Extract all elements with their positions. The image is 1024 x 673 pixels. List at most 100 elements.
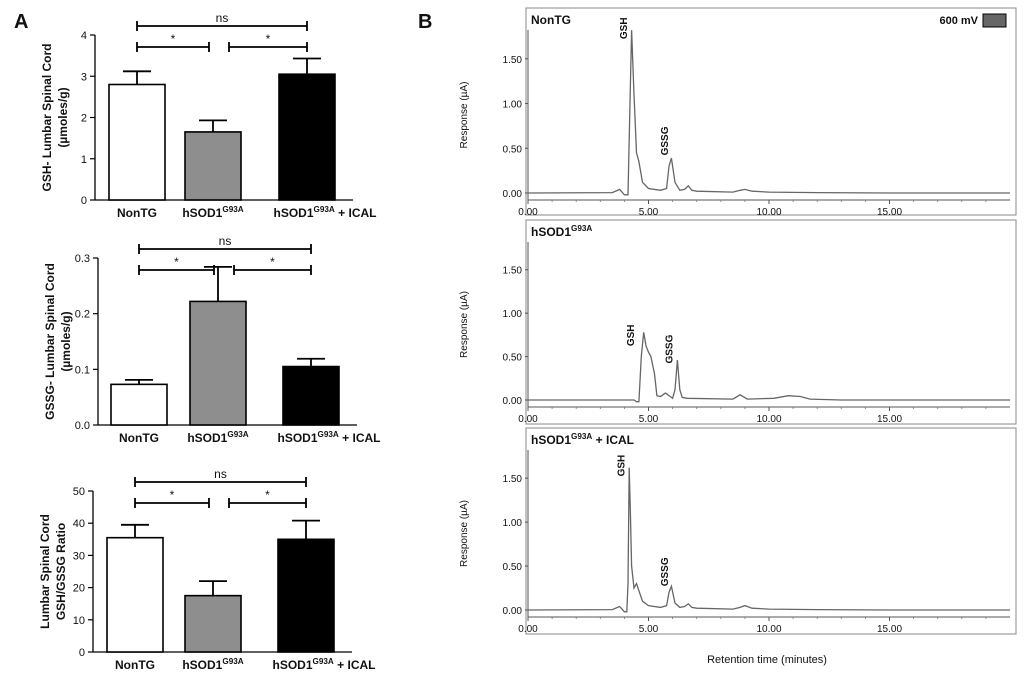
significance-label: ns	[216, 11, 229, 25]
y-axis-label: Response (µA)	[459, 500, 470, 567]
category-label: hSOD1G93A	[182, 205, 243, 220]
peak-label-text: GSSG	[660, 557, 671, 586]
significance-label: *	[265, 488, 270, 502]
x-tick-label: 15.00	[877, 624, 902, 635]
significance-label: *	[174, 255, 179, 269]
chromatogram-frame	[525, 7, 1017, 216]
chromatogram-title: hSOD1G93A + ICAL	[531, 432, 634, 447]
panel-label-a: A	[14, 11, 28, 33]
x-tick-label: 0.00	[518, 414, 538, 425]
x-tick-label: 5.00	[639, 414, 659, 425]
y-axis-label: GSH- Lumbar Spinal Cord (µmoles/g)	[40, 43, 70, 191]
y-tick-label: 2	[81, 113, 87, 125]
y-axis-label: Response (µA)	[459, 291, 470, 358]
y-tick-label: 1.00	[503, 309, 523, 320]
y-label-line: (µmoles/g)	[56, 87, 70, 147]
bar	[108, 83, 166, 201]
chromatogram-frame	[525, 427, 1017, 635]
y-tick-label: 0.50	[503, 353, 523, 364]
y-tick-label: 0.50	[503, 144, 523, 155]
y-axis-label: Lumbar Spinal Cord GSH/GSSG Ratio	[38, 514, 68, 629]
peak-label: GSH	[626, 324, 637, 346]
bar-chart-3: 0 10 20 30 40 50 Lumbar Spinal Cord GSH/GSSG Ra…	[38, 467, 376, 672]
peak-label: GSSG	[660, 126, 671, 155]
trace-line	[528, 332, 1010, 403]
x-tick-label: 10.00	[756, 414, 781, 425]
category-label: NonTG	[119, 431, 159, 445]
chromatogram-1: 0.00 5.00 10.00 15.00 0.00 0.50 1.00 1.50 Respon…	[459, 7, 1017, 218]
peak-label-text: GSH	[619, 17, 630, 39]
y-tick-label: 0.50	[503, 562, 523, 573]
y-tick-label: 1.50	[503, 474, 523, 485]
y-label-line: GSH/GSSG Ratio	[54, 523, 68, 620]
bar	[277, 538, 335, 653]
y-tick-label: 20	[73, 583, 85, 595]
chromatogram-2: 0.00 5.00 10.00 15.00 0.00 0.50 1.00 1.50 Respon…	[459, 219, 1017, 425]
y-tick-label: 1.50	[503, 266, 523, 277]
significance-label: *	[170, 488, 175, 502]
category-label: NonTG	[117, 206, 157, 220]
category-label: hSOD1G93A + ICAL	[274, 205, 377, 220]
x-tick-label: 10.00	[756, 207, 781, 218]
bar	[106, 536, 164, 653]
y-tick-label: 30	[73, 550, 85, 562]
y-tick-label: 50	[73, 486, 85, 498]
category-label: hSOD1G93A + ICAL	[273, 657, 376, 672]
bar	[278, 73, 336, 201]
y-tick-label: 40	[73, 518, 85, 530]
y-tick-label: 0.3	[75, 253, 90, 265]
y-label-text: Response (µA)	[459, 500, 470, 567]
y-label-text: Response (µA)	[459, 82, 470, 149]
y-tick-label: 0.2	[75, 309, 90, 321]
x-tick-label: 15.00	[877, 207, 902, 218]
peak-label: GSSG	[660, 557, 671, 586]
significance-label: ns	[219, 234, 232, 248]
y-tick-label: 0	[81, 195, 87, 207]
category-label: hSOD1G93A	[182, 657, 243, 672]
chromatogram-title: hSOD1G93A	[531, 224, 592, 239]
chromatogram-frame	[525, 219, 1017, 425]
peak-label-text: GSH	[626, 324, 637, 346]
y-label-text: Response (µA)	[459, 291, 470, 358]
y-label-line: GSSG- Lumbar Spinal Cord	[43, 263, 57, 420]
y-tick-label: 1.00	[503, 518, 523, 529]
category-label: hSOD1G93A	[187, 430, 248, 445]
y-tick-label: 0.1	[75, 364, 90, 376]
y-tick-label: 0.00	[503, 396, 523, 407]
y-tick-label: 1	[81, 154, 87, 166]
category-label: hSOD1G93A + ICAL	[278, 430, 381, 445]
bar	[189, 300, 247, 426]
category-label: NonTG	[115, 658, 155, 672]
y-tick-label: 0.0	[75, 420, 90, 432]
x-tick-label: 15.00	[877, 414, 902, 425]
bar	[110, 383, 168, 426]
y-tick-label: 1.50	[503, 55, 523, 66]
legend-label: 600 mV	[939, 15, 978, 27]
trace-line	[527, 30, 1010, 196]
y-tick-label: 0.00	[503, 606, 523, 617]
peak-label-text: GSSG	[665, 334, 676, 363]
peak-label: GSSG	[665, 334, 676, 363]
y-tick-label: 3	[81, 71, 87, 83]
significance-label: ns	[214, 467, 227, 481]
trace-line	[527, 467, 1010, 613]
peak-label-text: GSSG	[660, 126, 671, 155]
y-label-line: GSH- Lumbar Spinal Cord	[40, 43, 54, 191]
chromatograms: 0.00 5.00 10.00 15.00 0.00 0.50 1.00 1.50 Respon…	[459, 7, 1017, 635]
y-axis-label: Response (µA)	[459, 82, 470, 149]
y-axis-label: GSSG- Lumbar Spinal Cord (µmoles/g)	[43, 263, 73, 420]
bar	[184, 131, 242, 201]
chromatogram-3: 0.00 5.00 10.00 15.00 0.00 0.50 1.00 1.50 Respon…	[459, 427, 1017, 635]
bar	[282, 365, 340, 426]
peak-label: GSH	[616, 455, 627, 477]
y-label-line: Lumbar Spinal Cord	[38, 514, 52, 629]
legend-swatch	[982, 13, 1007, 28]
significance-label: *	[171, 32, 176, 46]
chromatogram-title: NonTG	[531, 13, 571, 27]
y-tick-label: 0	[79, 647, 85, 659]
x-tick-label: 0.00	[518, 624, 538, 635]
bar	[184, 594, 242, 653]
